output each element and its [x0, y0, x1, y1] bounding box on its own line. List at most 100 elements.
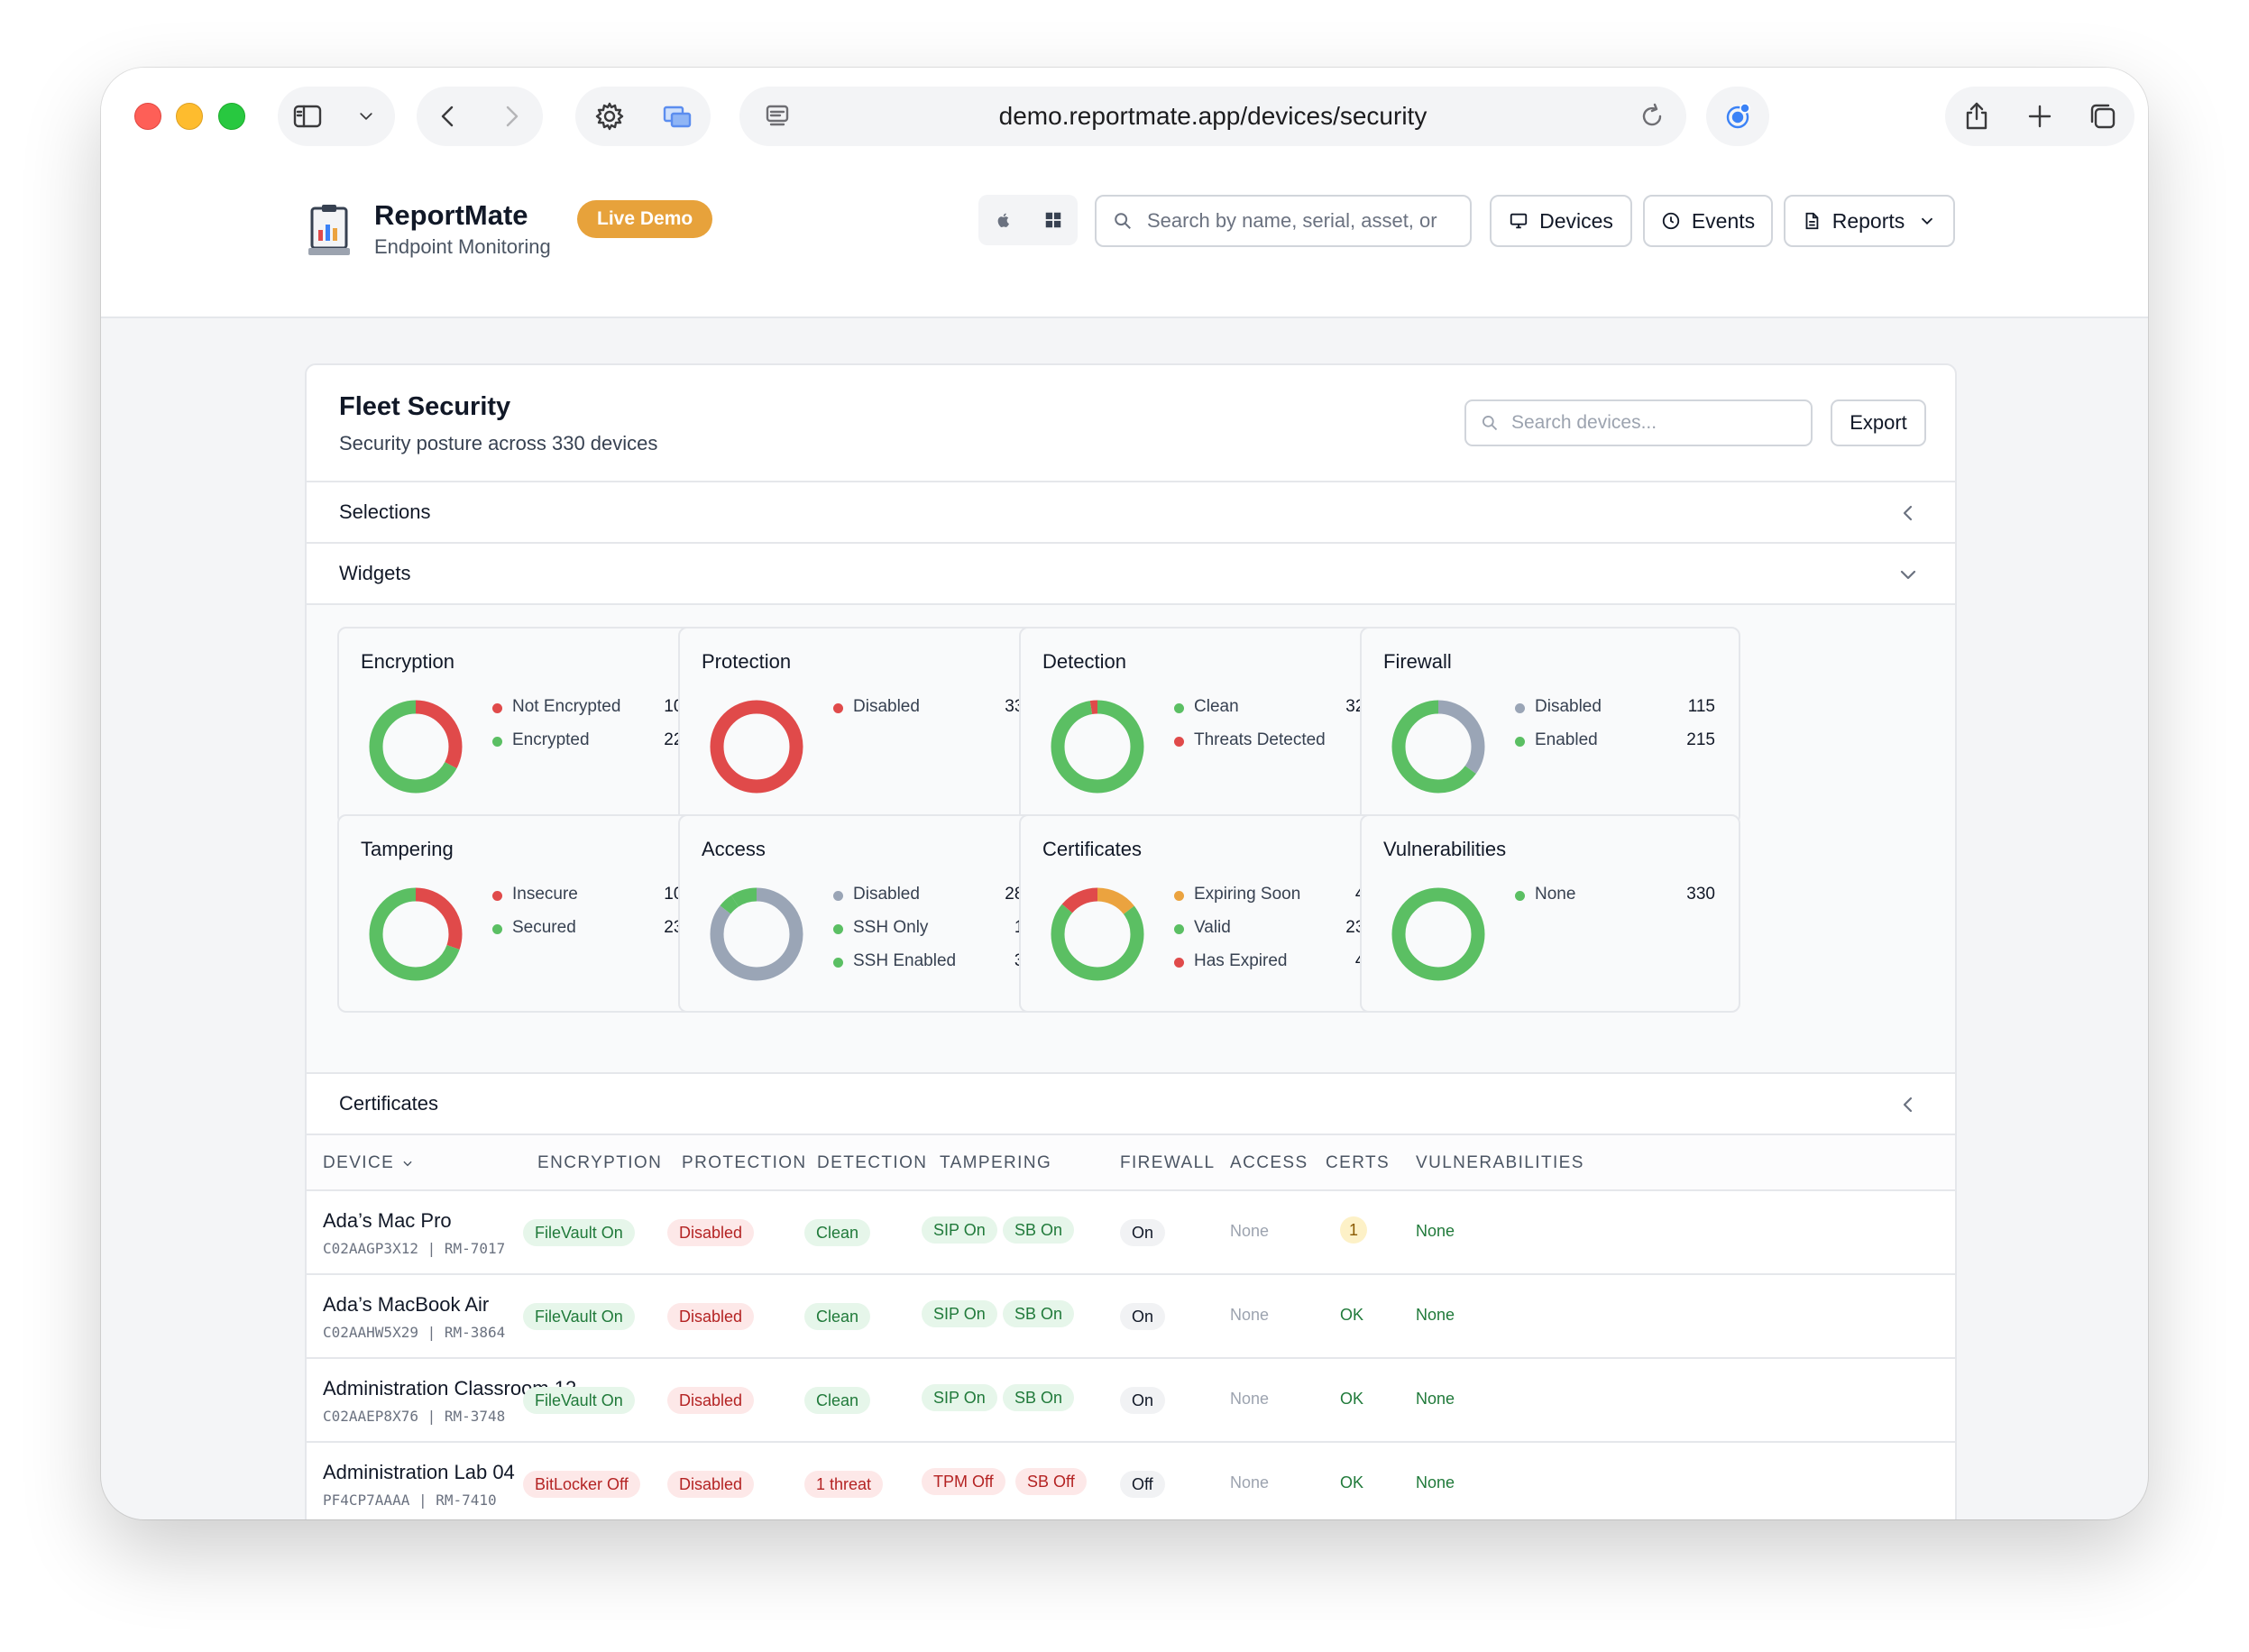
- widget-vulnerabilities[interactable]: Vulnerabilities None 330: [1360, 814, 1740, 1013]
- widget-title: Tampering: [361, 838, 454, 860]
- separator: |: [418, 1408, 445, 1425]
- detection-badge: Clean: [804, 1303, 871, 1330]
- legend-item-expiring-soon[interactable]: Expiring Soon48: [1174, 883, 1374, 916]
- legend-item-none[interactable]: None 330: [1515, 883, 1715, 916]
- widget-legend: Disabled330: [833, 695, 1033, 729]
- legend-item-secured[interactable]: Secured230: [492, 916, 693, 950]
- address-bar[interactable]: demo.reportmate.app/devices/security: [739, 87, 1686, 146]
- donut-segment-valid: [1051, 887, 1144, 981]
- column-header-label: FIREWALL: [1120, 1153, 1216, 1172]
- reports-nav-button[interactable]: Reports: [1784, 195, 1955, 247]
- device-name[interactable]: Ada’s MacBook Air: [323, 1293, 490, 1316]
- widget-tampering[interactable]: Tampering Insecure100Secured230: [337, 814, 718, 1013]
- legend-dot: [492, 737, 502, 747]
- export-button[interactable]: Export: [1831, 399, 1926, 446]
- protection-badge: Disabled: [667, 1303, 755, 1330]
- privacy-extension-icon[interactable]: [1718, 96, 1758, 136]
- widget-certificates[interactable]: Certificates Expiring Soon48Valid236Has E…: [1019, 814, 1400, 1013]
- global-search-input[interactable]: Search by name, serial, asset, or: [1095, 195, 1472, 247]
- widget-protection[interactable]: Protection Disabled330: [678, 627, 1059, 825]
- column-header-tampering: TAMPERING: [940, 1135, 1051, 1191]
- close-window-button[interactable]: [134, 103, 161, 130]
- legend-item-threats-detected[interactable]: Threats Detected9: [1174, 729, 1374, 762]
- table-row[interactable]: Administration Lab 04 PF4CP7AAAA | RM-741…: [307, 1443, 1955, 1519]
- clock-icon: [1662, 212, 1679, 230]
- device-search-input[interactable]: Search devices...: [1464, 399, 1813, 446]
- forward-arrow-icon[interactable]: [491, 96, 531, 136]
- legend-item-disabled[interactable]: Disabled330: [833, 695, 1033, 729]
- device-name[interactable]: Administration Lab 04: [323, 1461, 515, 1483]
- legend-item-encrypted[interactable]: Encrypted222: [492, 729, 693, 762]
- certificates-section-toggle[interactable]: Certificates: [307, 1072, 1955, 1133]
- gear-icon[interactable]: [590, 96, 629, 136]
- widget-encryption[interactable]: Encryption Not Encrypted108Encrypted222: [337, 627, 718, 825]
- widget-donut-chart: [1051, 887, 1144, 981]
- column-header-device[interactable]: DEVICE: [323, 1135, 414, 1191]
- legend-dot: [1174, 958, 1184, 968]
- new-tab-plus-icon[interactable]: [2020, 96, 2060, 136]
- device-identifiers: C02AAEP8X76 | RM-3748: [323, 1408, 505, 1425]
- events-nav-button[interactable]: Events: [1643, 195, 1773, 247]
- minimize-window-button[interactable]: [176, 103, 203, 130]
- tab-overview-icon[interactable]: [2083, 96, 2123, 136]
- legend-label: SSH Only: [853, 918, 929, 937]
- table-row[interactable]: Ada’s MacBook Air C02AAHW5X29 | RM-3864 Fi…: [307, 1275, 1955, 1359]
- widget-donut-chart: [369, 700, 463, 794]
- apple-platform-button[interactable]: [978, 195, 1028, 245]
- table-row[interactable]: Administration Classroom 12 C02AAEP8X76 |…: [307, 1359, 1955, 1443]
- legend-item-clean[interactable]: Clean321: [1174, 695, 1374, 729]
- device-asset-tag: RM-7017: [444, 1240, 506, 1257]
- selections-section-toggle[interactable]: Selections: [307, 481, 1955, 542]
- legend-dot: [1515, 737, 1525, 747]
- back-arrow-icon[interactable]: [428, 96, 468, 136]
- legend-item-ssh-enabled[interactable]: SSH Enabled31: [833, 950, 1033, 983]
- certs-value: OK: [1340, 1390, 1364, 1408]
- table-row[interactable]: Ada’s Mac Pro C02AAGP3X12 | RM-7017 FileVa…: [307, 1191, 1955, 1275]
- legend-label: Clean: [1194, 697, 1239, 716]
- widget-donut-chart: [369, 887, 463, 981]
- platform-toggle: [978, 195, 1078, 245]
- legend-item-disabled[interactable]: Disabled 115: [1515, 695, 1715, 729]
- legend-item-not-encrypted[interactable]: Not Encrypted108: [492, 695, 693, 729]
- screen-share-icon[interactable]: [657, 96, 697, 136]
- page-menu-icon[interactable]: [757, 96, 797, 136]
- brand-title[interactable]: ReportMate: [374, 199, 528, 231]
- sidebar-icon[interactable]: [288, 96, 327, 136]
- chevron-left-icon: [1897, 502, 1919, 524]
- device-serial: PF4CP7AAAA: [323, 1491, 410, 1509]
- legend-item-has-expired[interactable]: Has Expired46: [1174, 950, 1374, 983]
- devices-nav-button[interactable]: Devices: [1490, 195, 1632, 247]
- legend-label: Valid: [1194, 918, 1231, 937]
- device-serial: C02AAHW5X29: [323, 1324, 418, 1341]
- widget-detection[interactable]: Detection Clean321Threats Detected9: [1019, 627, 1400, 825]
- legend-item-enabled[interactable]: Enabled 215: [1515, 729, 1715, 762]
- chevron-down-icon[interactable]: [346, 96, 386, 136]
- protection-badge: Disabled: [667, 1471, 755, 1498]
- global-search-placeholder: Search by name, serial, asset, or: [1147, 209, 1437, 232]
- tampering-badge: SB On: [1003, 1300, 1075, 1327]
- legend-count: 330: [1686, 885, 1715, 904]
- widget-legend: Insecure100Secured230: [492, 883, 693, 950]
- legend-item-ssh-only[interactable]: SSH Only17: [833, 916, 1033, 950]
- encryption-badge: FileVault On: [523, 1387, 635, 1414]
- zoom-window-button[interactable]: [218, 103, 245, 130]
- widget-donut-chart: [1391, 700, 1485, 794]
- certificates-label: Certificates: [339, 1092, 439, 1115]
- legend-item-disabled[interactable]: Disabled282: [833, 883, 1033, 916]
- tampering-badge: SIP On: [922, 1216, 997, 1244]
- donut-segment-has-expired: [1051, 887, 1144, 981]
- separator: |: [409, 1491, 436, 1509]
- live-demo-badge: Live Demo: [577, 200, 713, 238]
- legend-item-insecure[interactable]: Insecure100: [492, 883, 693, 916]
- tampering-badge: TPM Off: [922, 1468, 1005, 1495]
- protection-badge: Disabled: [667, 1387, 755, 1414]
- widgets-section-toggle[interactable]: Widgets: [307, 542, 1955, 603]
- widget-access[interactable]: Access Disabled282SSH Only17SSH Enabled31: [678, 814, 1059, 1013]
- reload-icon[interactable]: [1632, 96, 1672, 136]
- legend-item-valid[interactable]: Valid236: [1174, 916, 1374, 950]
- windows-platform-button[interactable]: [1028, 195, 1078, 245]
- share-icon[interactable]: [1957, 96, 1997, 136]
- legend-dot: [1174, 737, 1184, 747]
- widget-firewall[interactable]: Firewall Disabled 115 Enabled 215: [1360, 627, 1740, 825]
- device-name[interactable]: Ada’s Mac Pro: [323, 1209, 452, 1232]
